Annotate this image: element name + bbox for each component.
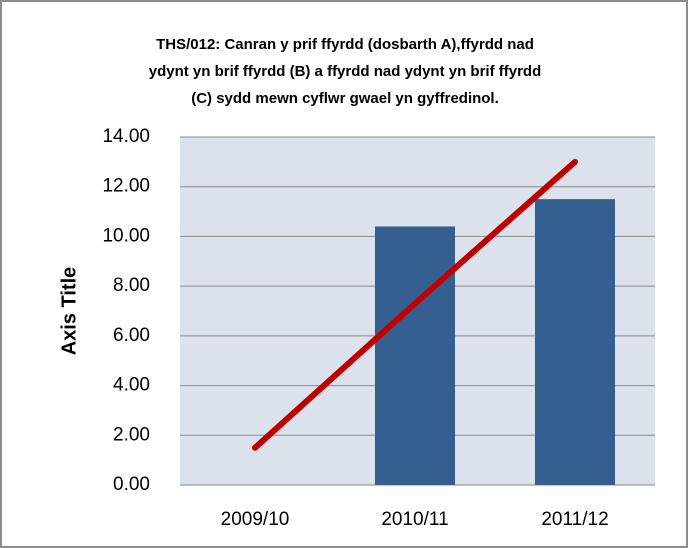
x-tick-label: 2010/11 [381,509,448,530]
line [252,158,578,451]
y-tick-label: 2.00 [113,424,150,445]
y-tick-label: 12.00 [102,176,150,197]
y-tick-label: 6.00 [113,325,150,346]
chart-title: (C) sydd mewn cyflwr gwael yn gyffredino… [191,90,499,107]
chart-title: THS/012: Canran y prif ffyrdd (dosbarth … [156,36,534,53]
y-tick-label: 14.00 [102,126,150,147]
y-axis-title: Axis Title [58,267,80,356]
x-tick-label: 2011/12 [541,509,608,530]
x-tick-label: 2009/10 [221,509,290,530]
bar [535,199,615,485]
y-tick-label: 10.00 [102,225,150,246]
y-tick-label: 4.00 [113,375,150,396]
y-tick-label: 8.00 [113,275,150,296]
chart-title: ydynt yn brif ffyrdd (B) a ffyrdd nad yd… [149,63,542,80]
y-tick-label: 0.00 [113,474,150,495]
bar [375,226,455,485]
